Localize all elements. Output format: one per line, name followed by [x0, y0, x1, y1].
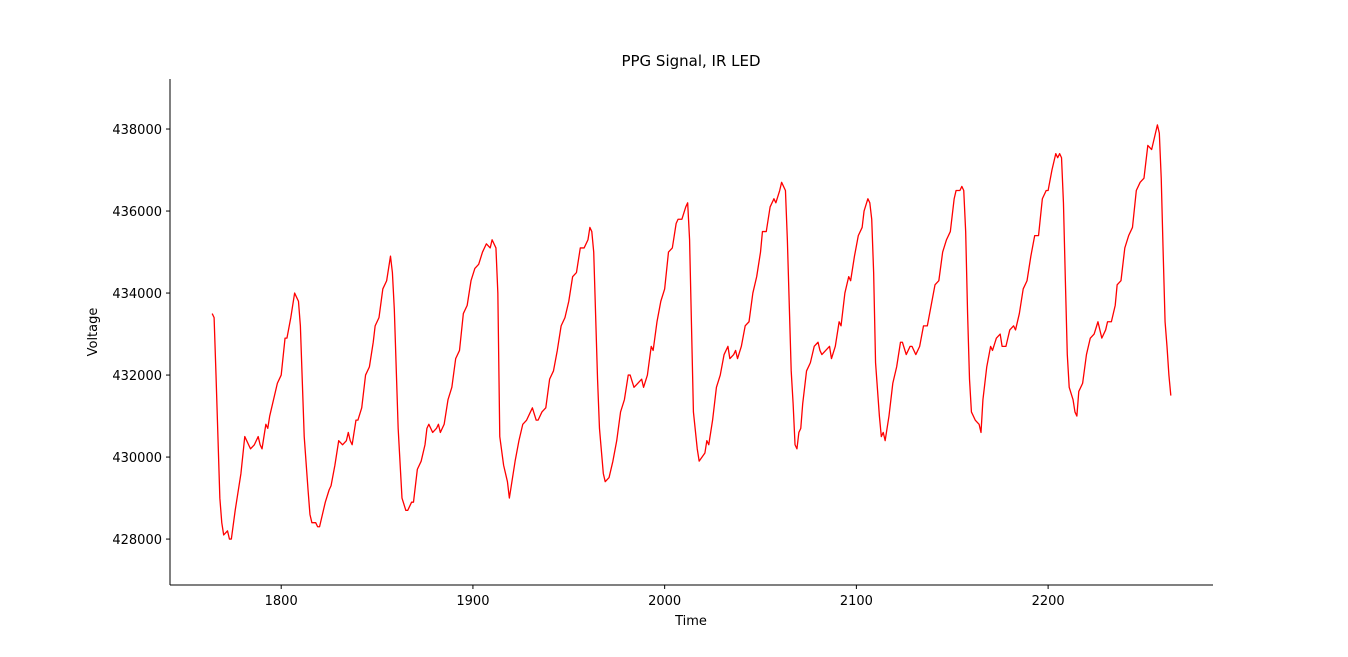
- x-tick-label: 2200: [1032, 594, 1065, 609]
- y-tick-label: 434000: [112, 287, 162, 302]
- x-tick-label: 2000: [648, 594, 681, 609]
- y-tick-label: 436000: [112, 205, 162, 220]
- y-axis-label: Voltage: [86, 308, 101, 357]
- y-tick-label: 428000: [112, 533, 162, 548]
- x-tick-label: 1800: [265, 594, 298, 609]
- chart-title: PPG Signal, IR LED: [621, 52, 760, 70]
- signal-line: [211, 124, 1172, 540]
- x-tick-label: 1900: [456, 594, 489, 609]
- y-tick-label: 438000: [112, 123, 162, 138]
- y-tick-label: 432000: [112, 369, 162, 384]
- y-tick-label: 430000: [112, 451, 162, 466]
- x-axis-label: Time: [674, 614, 707, 629]
- x-tick-label: 2100: [840, 594, 873, 609]
